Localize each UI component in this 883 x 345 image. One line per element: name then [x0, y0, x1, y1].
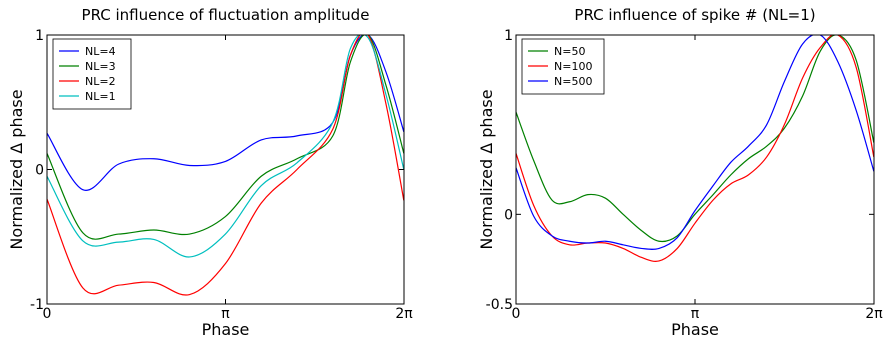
series-line-3: [516, 35, 874, 250]
x-tick-label: π: [691, 306, 700, 322]
legend-label: N=500: [554, 75, 592, 88]
y-tick-label: -0.5: [486, 297, 513, 313]
y-tick-label: 1: [504, 28, 513, 44]
x-axis-label: Phase: [202, 320, 250, 339]
y-tick-label: -1: [30, 297, 44, 313]
y-tick-label: 0: [35, 163, 44, 179]
legend-label: NL=3: [85, 60, 116, 73]
series-line-4: [47, 35, 404, 258]
series-line-2: [516, 35, 874, 262]
chart-title: PRC influence of fluctuation amplitude: [82, 6, 370, 24]
legend-label: N=100: [554, 60, 592, 73]
x-axis-label: Phase: [671, 320, 719, 339]
y-tick-label: 1: [35, 28, 44, 44]
legend-label: N=50: [554, 45, 585, 58]
y-axis-label: Normalized Δ phase: [477, 89, 496, 249]
x-tick-label: π: [221, 306, 230, 322]
series-line-1: [516, 35, 874, 243]
legend-label: NL=4: [85, 45, 116, 58]
chart-title: PRC influence of spike # (NL=1): [574, 6, 815, 24]
x-tick-label: 2π: [395, 306, 413, 322]
series-line-3: [47, 35, 404, 296]
x-tick-label: 0: [43, 306, 52, 322]
y-axis-label: Normalized Δ phase: [7, 89, 26, 249]
legend-label: NL=1: [85, 90, 116, 103]
series-line-1: [47, 35, 404, 191]
x-tick-label: 2π: [865, 306, 883, 322]
x-tick-label: 0: [512, 306, 521, 322]
y-tick-label: 0: [504, 207, 513, 223]
legend-label: NL=2: [85, 75, 116, 88]
